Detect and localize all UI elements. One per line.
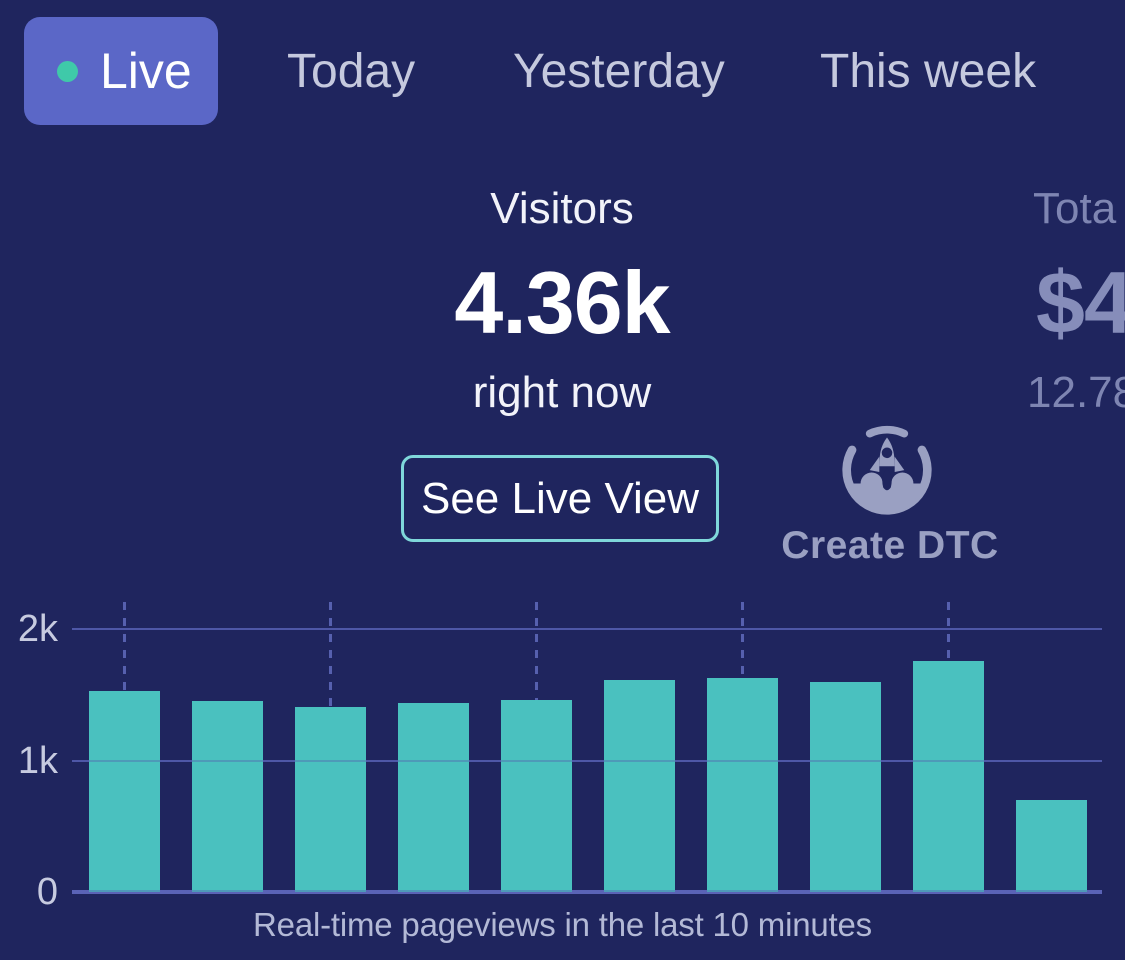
gridline-overlay xyxy=(72,628,1102,630)
tab-this-week[interactable]: This week xyxy=(820,44,1037,98)
visitors-label: Visitors xyxy=(490,184,634,233)
rocket-logo-icon xyxy=(842,425,932,515)
dashed-guide-line xyxy=(740,602,744,678)
tab-today[interactable]: Today xyxy=(287,44,416,98)
dashed-guide-line xyxy=(328,602,332,707)
pageviews-bar xyxy=(809,681,881,892)
dashed-guide-line xyxy=(122,602,126,691)
gridline-overlay xyxy=(72,759,1102,762)
dashed-guide-line xyxy=(946,602,950,661)
tab-live[interactable]: Live xyxy=(24,17,218,125)
see-live-view-button[interactable]: See Live View xyxy=(401,455,719,542)
total-sales-sublabel-clipped: 12.78 xyxy=(1027,368,1125,417)
pageviews-bar xyxy=(912,660,984,892)
dashed-guide-line xyxy=(534,602,538,700)
chart-caption: Real-time pageviews in the last 10 minut… xyxy=(253,906,872,943)
pageviews-bar xyxy=(88,690,160,892)
y-axis-tick-2k: 2k xyxy=(17,608,58,650)
live-dot-icon xyxy=(57,60,78,82)
y-axis-tick-1k: 1k xyxy=(17,739,58,782)
tab-yesterday[interactable]: Yesterday xyxy=(513,44,725,98)
pageviews-bar xyxy=(1015,799,1087,892)
x-axis-line xyxy=(72,890,1102,894)
pageviews-bar xyxy=(500,700,572,892)
gridline-overlay xyxy=(72,890,1102,894)
total-sales-value-clipped: $4 xyxy=(1036,253,1125,352)
gridline-1k xyxy=(72,759,1102,762)
pageviews-bar xyxy=(294,706,366,892)
gridline-2k xyxy=(72,628,1102,630)
tab-live-label: Live xyxy=(100,43,192,99)
pageviews-bar xyxy=(191,701,263,892)
total-sales-label-clipped: Tota xyxy=(1033,184,1117,233)
visitors-value: 4.36k xyxy=(454,253,670,352)
pageviews-bar xyxy=(397,702,469,892)
logo-wordmark: Create DTC xyxy=(781,524,999,567)
pageviews-bar xyxy=(603,680,675,892)
pageviews-bar xyxy=(706,677,778,892)
visitors-sublabel: right now xyxy=(472,368,652,417)
